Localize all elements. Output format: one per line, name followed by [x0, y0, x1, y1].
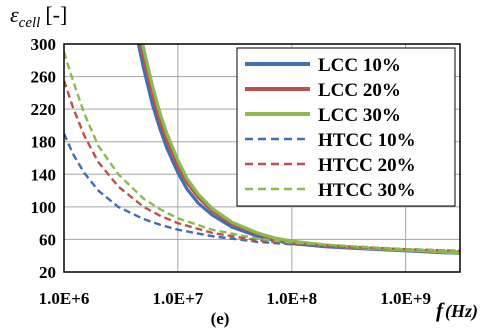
x-tick-label: 1.0E+8 — [266, 289, 317, 308]
y-axis-subscript: cell — [19, 15, 41, 31]
y-tick-label: 60 — [39, 230, 56, 249]
y-tick-label: 100 — [31, 198, 57, 217]
y-tick-label: 180 — [31, 133, 57, 152]
y-axis-unit: [-] — [45, 2, 67, 27]
legend-entry: LCC 20% — [318, 80, 401, 101]
x-tick-label: 1.0E+9 — [380, 289, 431, 308]
y-tick-label: 300 — [31, 35, 57, 54]
panel-label: (e) — [211, 309, 230, 328]
legend-entry: HTCC 30% — [318, 180, 416, 201]
plot-frame — [63, 43, 461, 273]
legend: LCC 10% LCC 20% LCC 30% HTCC 10% HTCC 20% HTC… — [236, 47, 456, 207]
y-tick-label: 20 — [39, 263, 56, 282]
y-tick-labels: 20 60 100 140 180 220 260 300 — [31, 35, 57, 282]
legend-entry: HTCC 10% — [318, 130, 416, 151]
y-axis-symbol: ε — [10, 2, 19, 27]
series-line-htcc-20 — [64, 80, 460, 252]
legend-entry: LCC 10% — [318, 55, 401, 76]
x-tick-label: 1.0E+6 — [39, 289, 90, 308]
x-axis-label: f (Hz) — [436, 298, 478, 322]
y-tick-label: 220 — [31, 100, 57, 119]
series-line-htcc-30 — [64, 51, 460, 252]
y-axis-label: εcell [-] — [10, 2, 67, 31]
y-tick-label: 260 — [31, 68, 57, 87]
series-line-htcc-10 — [64, 133, 460, 252]
x-tick-label: 1.0E+7 — [152, 289, 203, 308]
y-tick-label: 140 — [31, 165, 57, 184]
x-axis-symbol: f — [436, 298, 445, 322]
legend-box — [236, 47, 456, 207]
x-axis-unit: (Hz) — [445, 301, 478, 322]
plot-lines — [64, 44, 460, 255]
legend-entry: LCC 30% — [318, 105, 401, 126]
legend-entry: HTCC 20% — [318, 155, 416, 176]
x-tick-labels: 1.0E+6 1.0E+7 1.0E+8 1.0E+9 — [39, 289, 431, 308]
